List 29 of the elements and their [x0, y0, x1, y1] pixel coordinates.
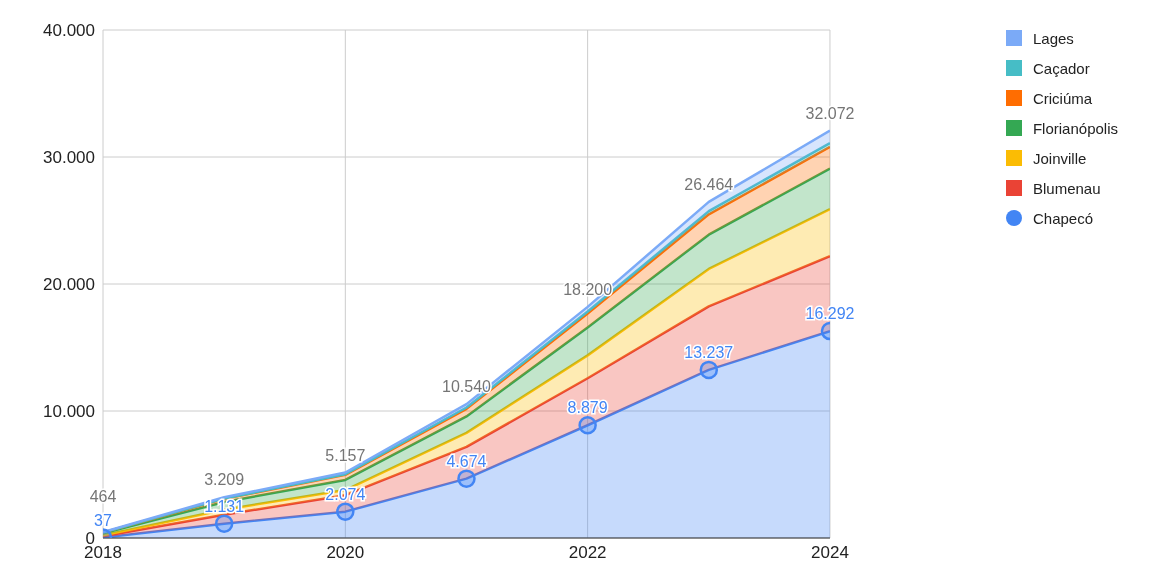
y-tick-label: 40.000 [43, 21, 95, 41]
y-tick-label: 20.000 [43, 275, 95, 295]
legend-label: Blumenau [1032, 179, 1101, 197]
point [336, 502, 355, 521]
legend-label: Caçador [1032, 59, 1090, 77]
legend-label: Lages [1032, 29, 1074, 47]
data-label: 4.674 [446, 452, 487, 470]
total-label: 32.072 [805, 104, 855, 122]
data-label: 13.237 [684, 343, 734, 361]
y-tick-label: 30.000 [43, 148, 95, 168]
point [214, 514, 234, 533]
total-label: 3.209 [204, 471, 245, 489]
point [457, 469, 476, 488]
point [578, 415, 597, 435]
total-label: 26.464 [684, 175, 734, 193]
point [699, 360, 719, 380]
legend-label: Chapecó [1032, 209, 1093, 227]
legend-label: Criciúma [1032, 89, 1093, 107]
total-label: 464 [89, 487, 117, 505]
data-label: 37 [94, 511, 112, 529]
legend-label: Florianópolis [1032, 119, 1118, 137]
x-tick-label: 2022 [568, 543, 607, 563]
x-tick-label: 2020 [326, 543, 365, 563]
total-label: 5.157 [325, 446, 366, 464]
legend-label: Joinville [1032, 149, 1087, 167]
x-tick-label: 2024 [811, 543, 849, 563]
y-tick-label: 10.000 [43, 402, 95, 422]
data-label: 8.879 [567, 399, 608, 417]
data-label: 16.292 [805, 305, 855, 323]
